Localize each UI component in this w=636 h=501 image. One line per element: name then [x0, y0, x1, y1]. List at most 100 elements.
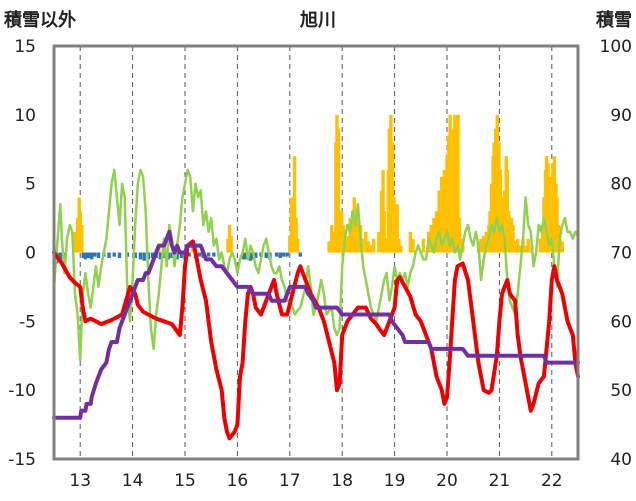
bar	[336, 128, 341, 253]
bar	[58, 252, 62, 261]
series-line	[52, 229, 580, 420]
bar	[197, 252, 202, 257]
bar	[206, 252, 211, 257]
bar	[248, 252, 253, 261]
bar	[175, 252, 179, 260]
bar	[80, 224, 84, 253]
x-axis-ticks: 13 14 15 16 17 18 19 20 21 22	[69, 471, 562, 491]
bar	[457, 218, 462, 253]
bar	[298, 252, 302, 257]
left-tick-label: 5	[25, 175, 36, 195]
bar	[278, 252, 283, 259]
plot-frame	[52, 44, 580, 461]
bar	[294, 218, 298, 253]
x-tick-label: 17	[279, 471, 301, 491]
left-tick-label: -15	[8, 450, 36, 470]
bar	[229, 235, 233, 253]
series-line	[52, 168, 580, 362]
bar	[170, 252, 174, 259]
left-tick-label: -5	[19, 312, 36, 332]
bar	[377, 231, 381, 253]
bar	[437, 190, 441, 253]
left-tick-label: 15	[14, 37, 36, 57]
x-tick-label: 13	[69, 471, 91, 491]
right-axis-title: 積雪	[595, 9, 632, 31]
bar	[112, 252, 116, 257]
right-tick-label: 90	[610, 106, 632, 126]
bar	[281, 252, 286, 257]
right-tick-label: 70	[610, 244, 632, 264]
bar	[86, 252, 91, 259]
bar	[254, 252, 258, 259]
bar	[429, 224, 433, 253]
right-tick-label: 60	[610, 312, 632, 332]
bar	[96, 252, 101, 259]
x-tick-label: 19	[384, 471, 406, 491]
line-series	[52, 168, 580, 441]
bar	[81, 252, 86, 259]
bar	[292, 156, 297, 253]
right-axis-ticks: 100 90 80 70 60 50 40	[600, 37, 632, 470]
bar	[327, 241, 331, 253]
bar	[371, 238, 376, 253]
bar	[382, 211, 386, 253]
bar	[399, 245, 403, 253]
bar	[513, 241, 517, 253]
bar	[179, 252, 184, 259]
left-tick-label: 0	[25, 244, 36, 264]
bar	[107, 252, 111, 259]
bar	[344, 238, 349, 253]
bar	[481, 235, 486, 253]
bar	[440, 176, 444, 253]
bar	[523, 245, 528, 253]
bar	[369, 245, 373, 253]
bar	[138, 252, 143, 260]
bar	[421, 238, 426, 253]
left-tick-label: 10	[14, 106, 36, 126]
left-axis-title: 積雪以外	[3, 9, 76, 31]
bar	[150, 252, 155, 259]
bar-series	[54, 114, 564, 264]
x-tick-label: 21	[489, 471, 511, 491]
bar	[442, 169, 447, 253]
bar	[479, 238, 483, 253]
bar	[162, 252, 166, 259]
bar	[397, 238, 401, 253]
bar	[295, 238, 300, 253]
bar	[408, 231, 413, 253]
bar	[73, 231, 77, 253]
bar	[158, 252, 163, 260]
bar	[518, 245, 523, 253]
bar	[93, 252, 97, 257]
bar	[526, 238, 530, 253]
left-axis-ticks: 15 10 5 0 -5 -10 -15	[8, 37, 36, 470]
x-tick-label: 16	[227, 471, 249, 491]
bar	[285, 252, 289, 257]
bar	[516, 238, 520, 253]
right-tick-label: 100	[600, 37, 632, 57]
bar	[364, 231, 368, 253]
x-tick-label: 15	[174, 471, 196, 491]
bar	[117, 252, 122, 259]
bar	[432, 218, 436, 253]
bar	[83, 252, 88, 260]
x-tick-label: 20	[436, 471, 458, 491]
x-tick-label: 14	[122, 471, 144, 491]
bar	[395, 204, 399, 253]
right-tick-label: 40	[610, 450, 632, 470]
bar	[241, 252, 246, 260]
bar	[212, 252, 216, 257]
left-tick-label: -10	[8, 381, 36, 401]
bar	[142, 252, 146, 261]
bar	[511, 224, 515, 253]
right-tick-label: 50	[610, 381, 632, 401]
bar	[411, 238, 415, 253]
bar	[538, 238, 542, 253]
bar	[133, 252, 137, 259]
x-tick-label: 18	[331, 471, 353, 491]
bar	[560, 241, 564, 253]
bar	[275, 252, 279, 257]
bar	[366, 241, 371, 253]
x-tick-label: 22	[541, 471, 563, 491]
